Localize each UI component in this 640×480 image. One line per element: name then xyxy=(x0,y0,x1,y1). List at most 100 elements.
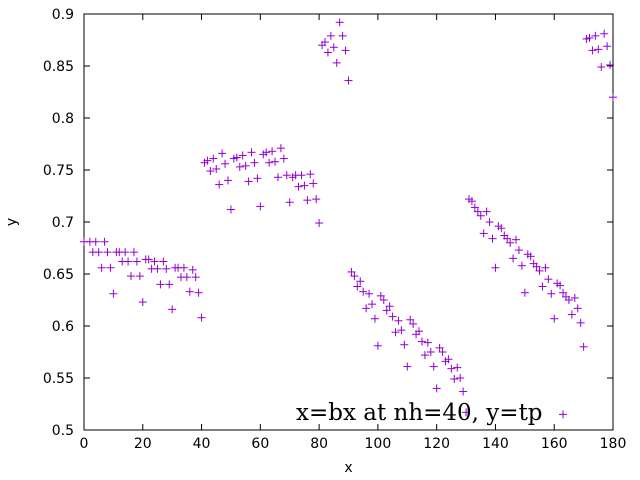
data-point xyxy=(182,273,191,282)
y-tick-label: 0.7 xyxy=(52,215,74,231)
data-point xyxy=(426,348,435,356)
data-point xyxy=(127,272,136,281)
y-tick-label: 0.5 xyxy=(52,423,74,439)
data-point xyxy=(329,43,338,52)
data-point xyxy=(179,263,188,272)
data-point xyxy=(600,29,609,38)
data-point xyxy=(94,248,103,257)
data-point xyxy=(188,265,197,274)
data-point xyxy=(268,147,277,156)
data-point xyxy=(332,58,341,67)
data-point xyxy=(579,342,588,351)
data-point xyxy=(544,275,553,284)
data-point xyxy=(197,313,206,322)
data-point xyxy=(159,257,168,266)
data-point xyxy=(373,341,382,350)
data-point xyxy=(526,252,535,261)
data-point xyxy=(517,261,526,270)
data-point xyxy=(388,312,397,321)
data-point xyxy=(535,266,544,275)
data-point xyxy=(224,176,233,185)
data-point xyxy=(285,198,294,207)
data-point xyxy=(320,38,329,47)
data-point xyxy=(573,304,582,313)
data-point xyxy=(597,63,606,72)
data-point xyxy=(488,234,497,243)
data-point xyxy=(262,148,271,157)
data-point xyxy=(300,181,309,190)
data-point xyxy=(341,46,350,55)
data-point xyxy=(462,408,471,417)
data-point xyxy=(273,173,282,182)
data-point xyxy=(353,282,362,291)
y-axis-label: y xyxy=(4,218,20,226)
data-point xyxy=(556,281,565,290)
data-point xyxy=(447,364,456,373)
data-point xyxy=(350,272,359,281)
data-point xyxy=(400,340,409,349)
x-tick-label: 0 xyxy=(80,436,89,452)
data-point xyxy=(497,224,506,233)
data-point xyxy=(409,319,418,328)
data-point xyxy=(397,326,406,335)
data-point xyxy=(382,306,391,315)
data-point xyxy=(403,362,412,371)
data-point xyxy=(309,179,318,188)
data-point xyxy=(185,287,194,296)
data-point xyxy=(514,246,523,255)
data-point xyxy=(150,257,159,266)
data-point xyxy=(576,318,585,327)
data-point xyxy=(368,300,377,309)
data-point xyxy=(467,197,476,206)
data-point xyxy=(218,149,227,158)
data-point xyxy=(194,288,203,297)
data-point xyxy=(165,280,174,289)
data-point xyxy=(559,410,568,419)
data-point xyxy=(538,282,547,291)
data-point xyxy=(132,257,141,266)
data-point xyxy=(456,374,465,382)
plot-border xyxy=(83,13,614,431)
data-point xyxy=(420,351,429,360)
data-point xyxy=(323,48,332,57)
data-point xyxy=(444,355,453,364)
data-point xyxy=(570,293,579,302)
data-point xyxy=(138,298,147,307)
x-tick-label: 20 xyxy=(134,436,152,452)
data-point xyxy=(191,273,200,282)
data-point xyxy=(473,207,482,216)
data-point xyxy=(609,93,617,102)
y-tick-label: 0.75 xyxy=(43,163,74,179)
data-point xyxy=(506,238,515,247)
data-point xyxy=(312,195,321,204)
data-point xyxy=(603,42,612,51)
data-point xyxy=(271,157,280,166)
data-point xyxy=(594,45,603,54)
data-point xyxy=(265,158,274,167)
x-tick-label: 40 xyxy=(193,436,211,452)
data-point xyxy=(162,264,171,273)
data-point xyxy=(109,289,118,298)
y-tick-label: 0.55 xyxy=(43,371,74,387)
data-point xyxy=(106,263,115,272)
data-point xyxy=(297,171,306,180)
data-point xyxy=(417,337,426,346)
plot-annotation: x=bx at nh=40, y=tp xyxy=(296,400,543,426)
data-point xyxy=(282,171,291,180)
y-tick-label: 0.6 xyxy=(52,319,74,335)
x-tick-label: 180 xyxy=(600,436,627,452)
x-axis-label: x xyxy=(344,460,352,476)
data-point xyxy=(203,156,212,165)
data-point xyxy=(564,296,573,304)
data-point xyxy=(415,327,424,336)
data-point xyxy=(385,302,394,311)
data-point xyxy=(362,304,371,313)
data-point xyxy=(588,46,597,55)
data-point xyxy=(256,202,265,211)
data-point xyxy=(326,31,335,40)
data-point xyxy=(450,375,459,384)
data-point xyxy=(567,310,576,319)
data-point xyxy=(129,248,138,257)
data-point xyxy=(168,305,177,314)
